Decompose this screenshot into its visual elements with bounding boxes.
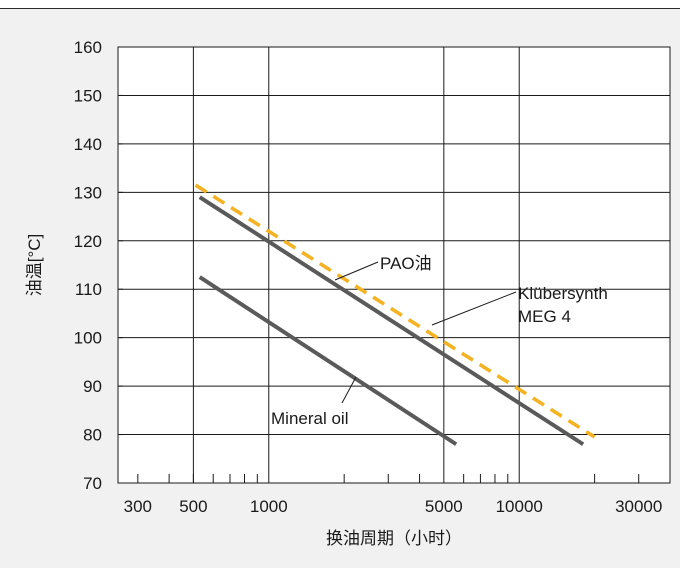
annotation-leader-1 — [431, 291, 517, 326]
x-tick-label-10000: 10000 — [496, 497, 543, 516]
y-tick-label-70: 70 — [83, 474, 102, 493]
y-tick-labels: 70 80 90 100 110 120 130 140 150 160 — [74, 38, 102, 493]
y-tick-label-150: 150 — [74, 86, 102, 105]
x-tick-label-5000: 5000 — [425, 497, 463, 516]
x-tick-label-300: 300 — [124, 497, 152, 516]
x-axis-label: 换油周期（小时） — [326, 529, 462, 548]
y-tick-label-100: 100 — [74, 329, 102, 348]
x-tick-label-30000: 30000 — [615, 497, 662, 516]
minor-tick-marks — [118, 46, 640, 484]
annotation-label-2-0: Mineral oil — [271, 409, 348, 428]
top-rule — [0, 8, 680, 10]
y-tick-label-120: 120 — [74, 232, 102, 251]
series-annotations: PAO油 Klübersynth MEG 4 Mineral oil — [271, 254, 608, 428]
y-tick-label-140: 140 — [74, 135, 102, 154]
series-line-2 — [194, 183, 596, 439]
plot-frame — [117, 46, 671, 484]
y-tick-label-160: 160 — [74, 38, 102, 57]
y-tick-label-110: 110 — [75, 280, 102, 299]
x-tick-label-1000: 1000 — [250, 497, 288, 516]
series-lines — [194, 183, 596, 446]
series-line-1 — [198, 195, 585, 446]
plot-area — [118, 47, 670, 483]
x-tick-labels: 300 500 1000 5000 10000 30000 — [124, 497, 663, 516]
annotation-label-1-1: MEG 4 — [518, 307, 571, 326]
annotation-leader-2 — [341, 376, 357, 404]
y-tick-label-130: 130 — [74, 183, 102, 202]
annotation-label-0-0: PAO油 — [380, 254, 432, 273]
y-tick-label-90: 90 — [83, 377, 102, 396]
grid-lines — [118, 47, 670, 483]
series-line-0 — [198, 275, 458, 446]
y-axis-label: 油温[°C] — [25, 234, 44, 297]
x-tick-label-500: 500 — [179, 497, 207, 516]
y-tick-label-80: 80 — [83, 426, 102, 445]
annotation-leader-0 — [334, 261, 379, 281]
annotation-label-1-0: Klübersynth — [518, 284, 608, 303]
